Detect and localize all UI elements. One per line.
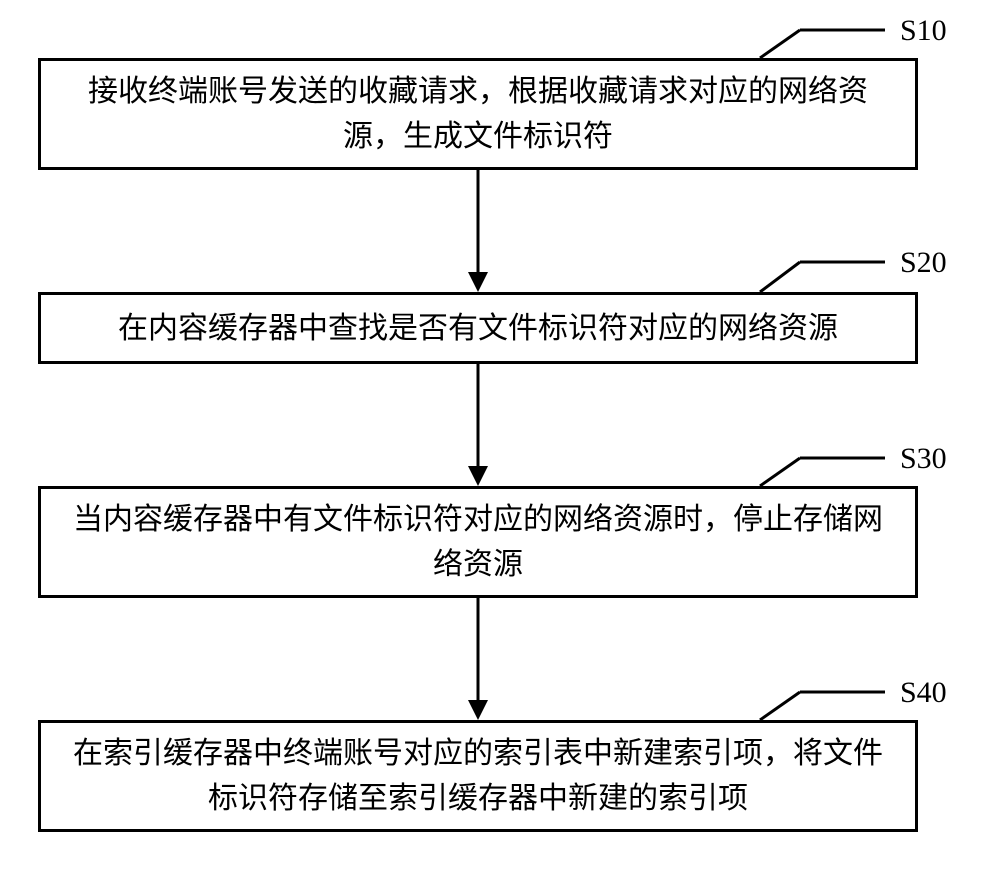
flow-node-s30-text: 当内容缓存器中有文件标识符对应的网络资源时，停止存储网络资源 bbox=[61, 497, 895, 587]
flowchart-canvas: 接收终端账号发送的收藏请求，根据收藏请求对应的网络资源，生成文件标识符 S10 … bbox=[0, 0, 1000, 888]
flow-node-s10-text: 接收终端账号发送的收藏请求，根据收藏请求对应的网络资源，生成文件标识符 bbox=[61, 69, 895, 159]
flow-node-s40-text: 在索引缓存器中终端账号对应的索引表中新建索引项，将文件标识符存储至索引缓存器中新… bbox=[61, 731, 895, 821]
flow-node-s10: 接收终端账号发送的收藏请求，根据收藏请求对应的网络资源，生成文件标识符 bbox=[38, 58, 918, 170]
label-s30: S30 bbox=[900, 442, 947, 476]
label-s20: S20 bbox=[900, 246, 947, 280]
flow-node-s30: 当内容缓存器中有文件标识符对应的网络资源时，停止存储网络资源 bbox=[38, 486, 918, 598]
label-s40: S40 bbox=[900, 676, 947, 710]
flow-node-s20-text: 在内容缓存器中查找是否有文件标识符对应的网络资源 bbox=[118, 306, 838, 351]
label-s10: S10 bbox=[900, 14, 947, 48]
flow-node-s40: 在索引缓存器中终端账号对应的索引表中新建索引项，将文件标识符存储至索引缓存器中新… bbox=[38, 720, 918, 832]
flow-node-s20: 在内容缓存器中查找是否有文件标识符对应的网络资源 bbox=[38, 292, 918, 364]
